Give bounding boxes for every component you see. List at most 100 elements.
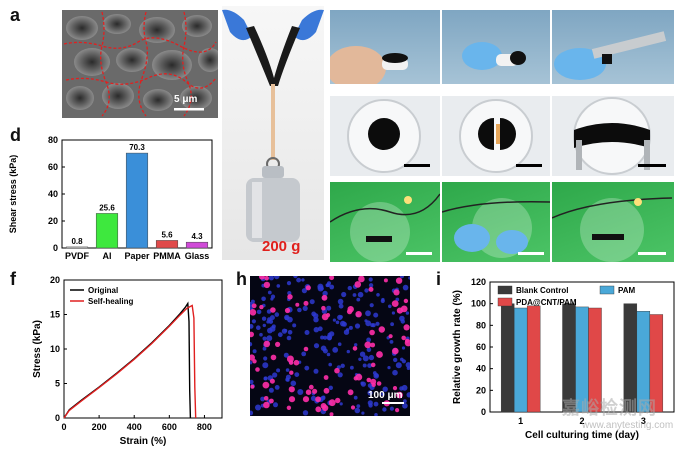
fluorescence-cell-blue xyxy=(367,390,373,396)
fluorescence-cell-blue xyxy=(292,323,297,328)
fluorescence-cell-pink xyxy=(368,286,374,292)
fluorescence-cell-pink xyxy=(263,396,269,401)
fluorescence-cell-pink xyxy=(320,403,327,409)
chart-d-value-label: 70.3 xyxy=(129,143,145,152)
fluorescence-cell-pink xyxy=(347,306,354,313)
fluorescence-cell-blue xyxy=(369,303,374,308)
fluorescence-cell-blue xyxy=(357,291,364,298)
fluorescence-cell-blue xyxy=(285,368,290,372)
chart-d-ytick-label: 0 xyxy=(53,243,58,253)
fluorescence-cell-pink xyxy=(395,277,403,284)
panel-label-a: a xyxy=(10,5,21,25)
fluorescence-cell-blue xyxy=(366,337,371,343)
fluorescence-cell-blue xyxy=(294,372,300,377)
fluorescence-cell-blue xyxy=(387,366,391,370)
fluorescence-cell-blue xyxy=(293,276,298,279)
fluorescence-cell-blue xyxy=(322,395,326,399)
fluorescence-cell-blue xyxy=(402,284,409,291)
fluorescence-cell-blue xyxy=(256,325,261,330)
chart-d: 0 20 40 60 80 0.8 PVDF 25.6 Al 70.3 Paper 5.6 PMMA 4.… xyxy=(0,130,220,270)
fluorescence-cell-pink xyxy=(392,347,399,355)
fluorescence-cell-pink xyxy=(262,381,270,389)
fluorescence-cell-blue xyxy=(297,307,302,313)
fluorescence-cell-blue xyxy=(255,404,261,411)
fluorescence-cell-blue xyxy=(250,379,254,385)
fluorescence-cell-blue xyxy=(285,374,291,380)
fluorescence-cell-pink xyxy=(335,397,341,404)
fluorescence-cell-blue xyxy=(335,320,340,325)
fluorescence-cell-pink xyxy=(353,376,358,381)
chart-d-category-label: Al xyxy=(103,251,112,261)
fluorescence-cell-pink xyxy=(376,381,382,386)
chart-i-legend-swatch xyxy=(599,285,615,295)
fluorescence-cell-blue xyxy=(304,365,310,371)
scale-bar-h: 100 μm xyxy=(368,390,403,401)
fluorescence-cell-blue xyxy=(284,329,288,333)
chart-f-legend-label: Original xyxy=(88,286,118,295)
fluorescence-cell-blue xyxy=(393,357,398,363)
fluorescence-cell-blue xyxy=(326,352,331,357)
photo-g-3 xyxy=(552,182,674,262)
fluorescence-cell-blue xyxy=(317,326,323,332)
fluorescence-cell-blue xyxy=(310,395,317,401)
chart-d-ytick-label: 60 xyxy=(48,162,58,172)
fluorescence-cell-blue xyxy=(405,362,410,368)
chart-f-xtick-label: 0 xyxy=(61,422,66,432)
fluorescence-cell-blue xyxy=(382,386,388,392)
fluorescence-cell-blue xyxy=(274,385,280,390)
fluorescence-cell-pink xyxy=(264,276,269,281)
chart-f-xlabel: Strain (%) xyxy=(120,436,167,447)
fluorescence-cell-blue xyxy=(392,369,398,376)
fluorescence-cell-pink xyxy=(393,289,400,296)
fluorescence-cell-pink xyxy=(315,406,322,413)
fluorescence-cell-blue xyxy=(261,296,266,302)
fluorescence-cell-blue xyxy=(389,406,394,411)
chart-i-ytick-label: 40 xyxy=(476,364,486,374)
fluorescence-cell-blue xyxy=(401,346,406,350)
fluorescence-cell-blue xyxy=(250,342,253,347)
fluorescence-cell-blue xyxy=(395,362,402,369)
fluorescence-cell-blue xyxy=(354,323,361,329)
fluorescence-cell-blue xyxy=(356,404,361,408)
fluorescence-cell-pink xyxy=(250,309,257,316)
fluorescence-cell-blue xyxy=(362,355,369,362)
fluorescence-cell-blue xyxy=(266,335,273,342)
fluorescence-cell-pink xyxy=(383,278,388,283)
fluorescence-cell-pink xyxy=(403,298,409,304)
fluorescence-cell-blue xyxy=(374,413,378,416)
fluorescence-cell-blue xyxy=(311,311,317,317)
fluorescence-cell-blue xyxy=(353,395,358,400)
fluorescence-cell-blue xyxy=(322,290,328,297)
chart-f-xtick-label: 600 xyxy=(162,422,177,432)
fluorescence-cell-pink xyxy=(401,335,406,341)
fluorescence-cell-blue xyxy=(402,403,408,409)
fluorescence-cell-pink xyxy=(350,405,356,410)
chart-f-ytick-label: 15 xyxy=(50,310,60,320)
chart-d-category-label: Glass xyxy=(185,251,210,261)
fluorescence-cell-pink xyxy=(263,281,271,289)
fluorescence-cell-blue xyxy=(270,294,276,299)
fluorescence-cell-pink xyxy=(370,362,376,368)
fluorescence-cell-pink xyxy=(250,354,255,361)
chart-d-value-label: 4.3 xyxy=(191,232,203,241)
fluorescence-cell-pink xyxy=(295,302,300,307)
chart-f-ytick-label: 10 xyxy=(50,344,60,354)
fluorescence-cell-blue xyxy=(345,328,350,332)
fluorescence-cell-blue xyxy=(273,276,280,280)
fluorescence-cell-blue xyxy=(341,291,347,298)
fluorescence-cell-blue xyxy=(313,327,319,333)
fluorescence-cell-blue xyxy=(347,285,352,291)
fluorescence-cell-pink xyxy=(302,396,310,403)
fluorescence-cell-blue xyxy=(348,325,353,330)
fluorescence-cell-blue xyxy=(368,283,374,288)
chart-d-bar xyxy=(95,213,119,249)
fluorescence-cell-pink xyxy=(259,304,264,310)
fluorescence-cell-pink xyxy=(303,300,309,306)
fluorescence-cell-blue xyxy=(365,310,371,317)
fluorescence-cell-pink xyxy=(250,331,254,338)
fluorescence-cell-blue xyxy=(359,351,366,357)
panel-label-f: f xyxy=(10,269,16,289)
fluorescence-cell-blue xyxy=(250,324,254,329)
fluorescence-cell-pink xyxy=(405,338,409,343)
photo-e-1 xyxy=(330,96,440,176)
